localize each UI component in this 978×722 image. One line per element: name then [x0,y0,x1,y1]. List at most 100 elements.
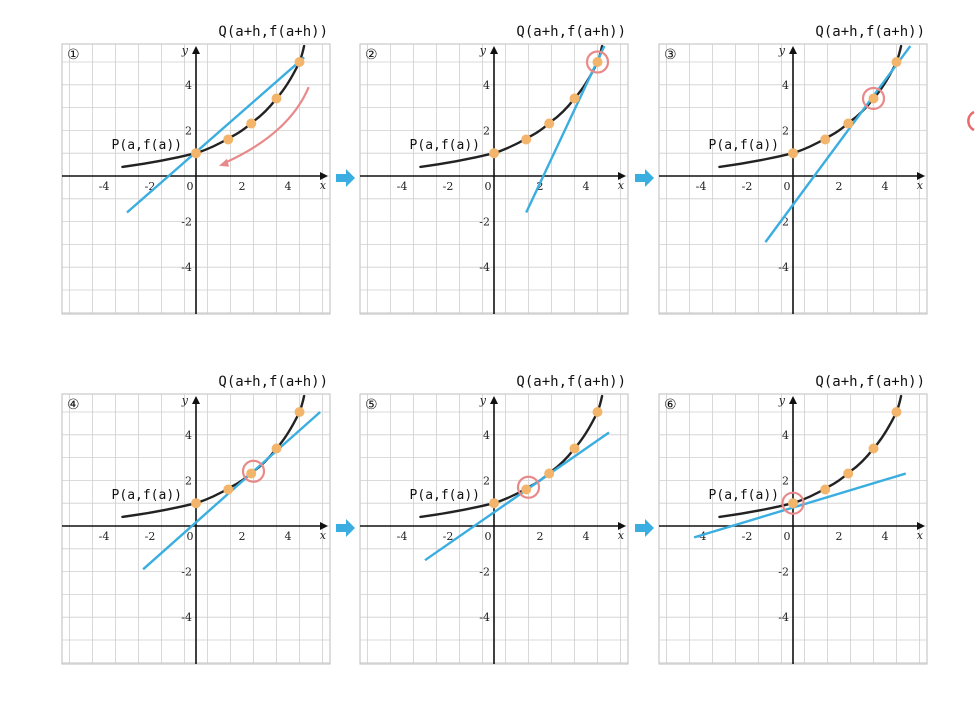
y-tick-label: 4 [782,429,789,442]
point-q-label: Q(a+h,f(a+h)) [516,374,626,390]
sample-point [788,148,798,159]
sample-point [544,468,555,479]
sample-point [820,484,831,495]
x-tick-label: 0 [485,530,492,543]
x-tick-label: 2 [836,180,843,193]
y-axis-arrow-icon [192,396,200,404]
point-p-label: P(a,f(a)) [709,138,779,153]
y-axis-label: y [479,394,487,407]
x-axis-arrow-icon [917,522,925,530]
x-tick-label: -2 [145,180,156,193]
x-axis-arrow-icon [320,522,328,530]
y-tick-label: -2 [181,216,192,229]
point-p-label: P(a,f(a)) [709,488,779,503]
y-tick-label: -2 [181,566,192,579]
sample-point [569,93,580,104]
y-tick-label: 2 [483,474,490,487]
y-tick-label: -4 [778,611,789,624]
sample-point [592,407,603,417]
y-axis-arrow-icon [789,46,797,54]
x-tick-label: 0 [784,180,791,193]
x-axis-label: x [618,529,625,542]
sample-point [868,93,879,104]
sample-point [191,148,201,159]
y-tick-label: -2 [778,566,789,579]
x-tick-label: 2 [239,530,246,543]
x-tick-label: 4 [882,180,889,193]
sample-point [868,443,879,454]
x-axis-arrow-icon [320,172,328,180]
point-p-label: P(a,f(a)) [410,488,480,503]
sample-point [544,118,555,129]
panel-4: x y -4 -2 0 2 4 4 2 -2 -4 ④ P(a,f(a)) Q(a+h,f(a+h)) [61,374,331,665]
point-p-label: P(a,f(a)) [112,138,182,153]
x-tick-label: -4 [696,180,707,193]
x-tick-label: 0 [784,530,791,543]
x-tick-label: 0 [485,180,492,193]
sample-point [246,468,257,479]
circle-marker-icon [781,491,805,515]
sample-point [246,118,257,129]
point-q-label: Q(a+h,f(a+h)) [516,24,626,40]
panel-number: ③ [664,47,677,63]
point-q-label: Q(a+h,f(a+h)) [815,24,925,40]
point-q-label: Q(a+h,f(a+h)) [815,374,925,390]
x-tick-label: 4 [285,530,292,543]
sample-point [891,407,902,417]
sample-point [788,498,798,509]
secant-line [424,431,610,562]
point-q-label: Q(a+h,f(a+h)) [218,24,328,40]
panel-number: ② [365,47,378,63]
y-tick-label: -4 [479,611,490,624]
sample-point [271,443,282,454]
x-tick-label: 4 [285,180,292,193]
x-tick-label: -4 [397,530,408,543]
circle-marker-icon [585,50,610,74]
panel-5: x y -4 -2 0 2 4 4 2 -2 -4 ⑤ P(a,f(a)) Q(a+h,f(a+h)) [359,374,629,665]
panel-number: ④ [67,397,80,413]
x-axis-label: x [320,529,327,542]
x-tick-label: -2 [145,530,156,543]
y-axis-label: y [181,394,189,407]
x-tick-label: -2 [742,530,753,543]
y-tick-label: 2 [782,474,789,487]
right-arrow-icon [336,519,355,537]
panel-number: ⑥ [664,397,677,413]
x-tick-label: -2 [443,530,454,543]
x-tick-label: 4 [882,530,889,543]
x-axis-label: x [917,529,924,542]
panel-number: ⑤ [365,397,378,413]
right-arrow-icon [336,169,355,187]
x-tick-label: 2 [239,180,246,193]
x-axis-label: x [917,179,924,192]
sample-point [223,134,234,145]
y-tick-label: 2 [483,124,490,137]
x-tick-label: 2 [836,530,843,543]
y-tick-label: -2 [479,216,490,229]
sample-point [592,57,603,67]
y-tick-label: 2 [782,124,789,137]
point-q-label: Q(a+h,f(a+h)) [218,374,328,390]
sample-point [294,57,305,67]
y-tick-label: -4 [479,261,490,274]
secant-line [126,56,305,214]
y-axis-label: y [778,394,786,407]
y-tick-label: 4 [185,79,192,92]
y-axis-arrow-icon [192,46,200,54]
y-axis-arrow-icon [490,46,498,54]
right-arrow-icon [635,169,654,187]
x-axis-arrow-icon [917,172,925,180]
y-axis-label: y [181,44,189,57]
point-p-label: P(a,f(a)) [410,138,480,153]
sample-point [843,118,854,129]
x-axis-arrow-icon [618,522,626,530]
sample-point [489,498,499,509]
x-tick-label: 4 [583,180,590,193]
y-tick-label: 4 [185,429,192,442]
point-p-label: P(a,f(a)) [112,488,182,503]
y-axis-arrow-icon [789,396,797,404]
x-tick-label: 4 [583,530,590,543]
secant-line [525,45,606,213]
x-tick-label: 2 [537,180,544,193]
